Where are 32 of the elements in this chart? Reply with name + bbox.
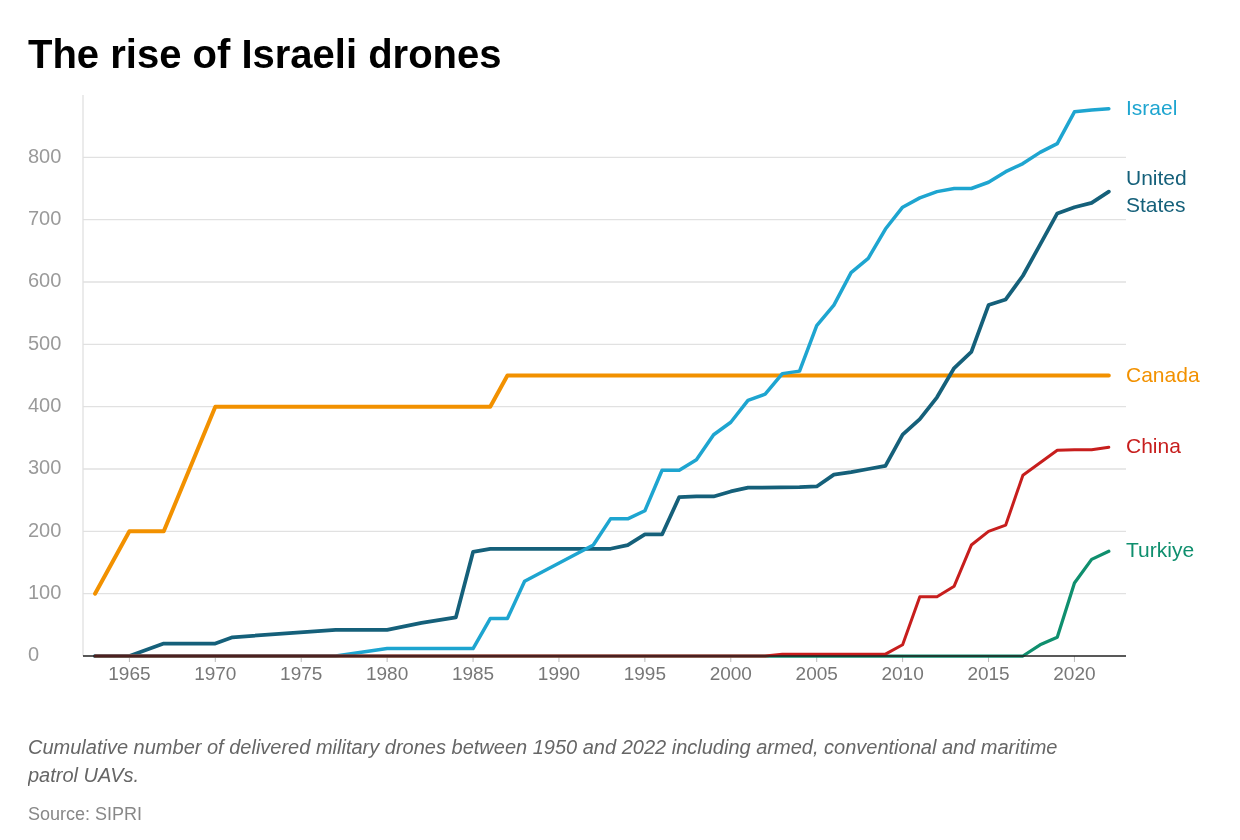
y-tick-label: 0 (28, 643, 40, 666)
series-label: United States (1126, 165, 1187, 216)
series-label: Canada (1126, 362, 1200, 386)
y-tick-label: 600 (28, 269, 62, 292)
y-tick-label: 200 (28, 518, 62, 541)
line-series (93, 373, 1111, 596)
line-series (93, 549, 1111, 658)
series-label: China (1126, 433, 1182, 457)
x-tick-label: 1980 (366, 663, 409, 684)
series-label: Israel (1126, 95, 1178, 119)
y-tick-label: 500 (28, 331, 62, 354)
text: Cumulative number of delivered military drones between 1950 and 2022 including armed, conventional and maritime patrol UAVs. (28, 735, 1059, 788)
series-label: Turkiye (1126, 537, 1195, 561)
x-tick-label: 1995 (623, 663, 667, 684)
x-tick-label: 1985 (451, 663, 495, 684)
x-tick-label: 1970 (194, 663, 237, 684)
y-tick-label: 800 (28, 144, 62, 167)
x-tick-label: 2010 (881, 663, 924, 684)
x-tick-label: 2015 (967, 663, 1010, 684)
chart-title: The rise of Israeli drones (28, 32, 502, 76)
y-tick-label: 400 (28, 393, 62, 416)
source-note: Source: SIPRI (28, 804, 143, 824)
y-tick-label: 700 (28, 206, 62, 229)
x-tick-label: 2020 (1053, 663, 1096, 684)
x-tick-label: 2000 (709, 663, 752, 684)
x-tick-label: 1965 (108, 663, 151, 684)
x-tick-label: 1975 (280, 663, 323, 684)
x-tick-label: 2005 (795, 663, 838, 684)
line-series (93, 445, 1111, 658)
y-tick-label: 100 (28, 580, 62, 603)
y-tick-label: 300 (28, 456, 62, 479)
x-tick-label: 1990 (537, 663, 581, 684)
